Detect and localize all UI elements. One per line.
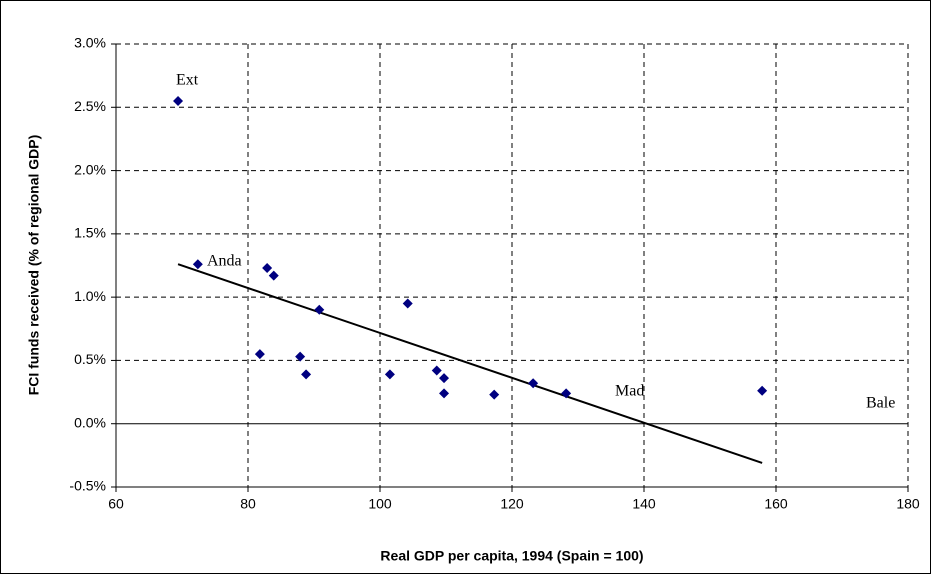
y-tick-label: 1.5% <box>74 225 106 241</box>
point <box>262 263 273 274</box>
x-tick-label: 140 <box>632 496 656 512</box>
x-tick-label: 160 <box>764 496 788 512</box>
x-tick-label: 80 <box>240 496 256 512</box>
point <box>431 365 442 376</box>
y-tick-label: -0.5% <box>69 478 106 494</box>
point <box>528 378 539 389</box>
x-tick-label: 60 <box>108 496 124 512</box>
y-axis-title: FCI funds received (% of regional GDP) <box>26 135 42 396</box>
annotation: Ext <box>176 72 199 89</box>
x-tick-label: 120 <box>500 496 524 512</box>
y-tick-label: 0.5% <box>74 351 106 367</box>
point <box>757 385 768 396</box>
trend-line <box>177 263 763 464</box>
point <box>173 95 184 106</box>
point <box>295 351 306 362</box>
point <box>439 388 450 399</box>
y-tick-label: 3.0% <box>74 35 106 51</box>
annotation: Mad <box>615 383 644 400</box>
point <box>268 270 279 281</box>
annotation: Bale <box>866 395 895 412</box>
point <box>402 298 413 309</box>
point <box>561 388 572 399</box>
x-axis-title: Real GDP per capita, 1994 (Spain = 100) <box>380 548 643 564</box>
point <box>439 373 450 384</box>
annotation: Anda <box>207 253 242 270</box>
point <box>254 349 265 360</box>
y-tick-label: 2.5% <box>74 98 106 114</box>
x-tick-label: 180 <box>896 496 920 512</box>
y-tick-label: 0.0% <box>74 414 106 430</box>
x-tick-label: 100 <box>368 496 392 512</box>
y-tick-label: 1.0% <box>74 288 106 304</box>
point <box>314 304 325 315</box>
point <box>384 369 395 380</box>
point <box>301 369 312 380</box>
point <box>489 389 500 400</box>
y-tick-label: 2.0% <box>74 161 106 177</box>
point <box>192 259 203 270</box>
